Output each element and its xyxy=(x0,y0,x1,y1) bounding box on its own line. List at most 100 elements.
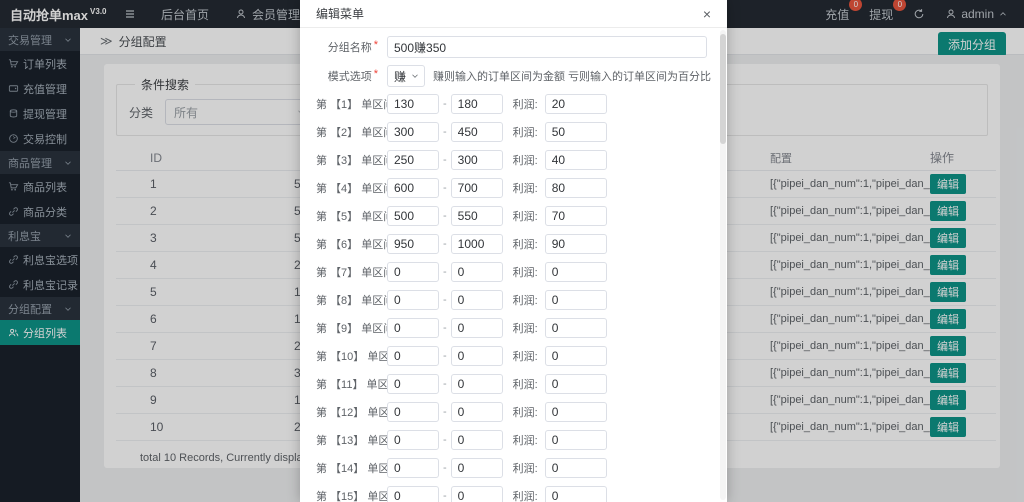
range-from-input[interactable] xyxy=(387,206,439,226)
sidebar-item-order-list[interactable]: 订单列表 xyxy=(0,51,80,76)
range-to-input[interactable] xyxy=(450,402,503,422)
range-from-input[interactable] xyxy=(387,374,439,394)
range-to-input[interactable] xyxy=(450,206,503,226)
range-from-input[interactable] xyxy=(387,122,439,142)
range-from-input[interactable] xyxy=(387,178,439,198)
admin-menu[interactable]: admin xyxy=(945,7,1008,21)
range-to-input[interactable] xyxy=(450,262,503,282)
edit-button[interactable]: 编辑 xyxy=(930,254,966,275)
profit-input[interactable] xyxy=(544,122,607,142)
sidebar-item-group-list[interactable]: 分组列表 xyxy=(0,320,80,345)
range-to-input[interactable] xyxy=(450,458,503,478)
range-from-input[interactable] xyxy=(387,94,439,114)
nav-item-dashboard[interactable]: 后台首页 xyxy=(148,0,222,28)
range-to-input[interactable] xyxy=(450,290,503,310)
sidebar-item-recharge-mgmt[interactable]: 充值管理 xyxy=(0,76,80,101)
profit-input[interactable] xyxy=(544,94,607,114)
nav-item-members[interactable]: 会员管理 xyxy=(222,0,313,28)
edit-button[interactable]: 编辑 xyxy=(930,362,966,383)
edit-button[interactable]: 编辑 xyxy=(930,173,966,194)
range-to-input[interactable] xyxy=(450,374,503,394)
range-from-input[interactable] xyxy=(387,262,439,282)
edit-button[interactable]: 编辑 xyxy=(930,416,966,437)
edit-button[interactable]: 编辑 xyxy=(930,389,966,410)
profit-input[interactable] xyxy=(544,206,607,226)
range-separator: - xyxy=(443,350,447,362)
profit-label: 利润: xyxy=(512,267,538,279)
sidebar-item-interest-records[interactable]: 利息宝记录 xyxy=(0,272,80,297)
app-version: V3.0 xyxy=(90,7,107,17)
range-separator: - xyxy=(443,378,447,390)
sidebar-item-product-category[interactable]: 商品分类 xyxy=(0,199,80,224)
interval-row-15: 第 【15】 单区间* - 利润: xyxy=(316,486,711,502)
range-from-input[interactable] xyxy=(387,150,439,170)
modal-scrollbar[interactable] xyxy=(720,30,726,500)
withdraw-link[interactable]: 提现 0 xyxy=(869,0,907,23)
topbar-right: 充值 0 提现 0 admin xyxy=(825,0,1024,23)
sidebar-item-label: 分组列表 xyxy=(23,327,67,340)
cell-config: [{"pipei_dan_num":1,"pipei_dan_run":"","… xyxy=(770,305,930,333)
sidebar-item-product-list[interactable]: 商品列表 xyxy=(0,174,80,199)
range-from-input[interactable] xyxy=(387,234,439,254)
range-to-input[interactable] xyxy=(450,486,503,502)
group-name-input[interactable] xyxy=(387,36,707,58)
profit-input[interactable] xyxy=(544,486,607,502)
profit-input[interactable] xyxy=(544,430,607,450)
sidebar-item-withdraw-mgmt[interactable]: 提现管理 xyxy=(0,101,80,126)
range-to-input[interactable] xyxy=(450,318,503,338)
range-from-input[interactable] xyxy=(387,458,439,478)
edit-button[interactable]: 编辑 xyxy=(930,281,966,302)
sidebar-item-interest-options[interactable]: 利息宝选项 xyxy=(0,247,80,272)
cell-id: 6 xyxy=(116,305,284,333)
range-from-input[interactable] xyxy=(387,318,439,338)
range-from-input[interactable] xyxy=(387,486,439,502)
profit-input[interactable] xyxy=(544,234,607,254)
range-from-input[interactable] xyxy=(387,290,439,310)
recharge-link[interactable]: 充值 0 xyxy=(825,0,863,23)
sidebar-item-label: 利息宝记录 xyxy=(23,279,78,292)
profit-input[interactable] xyxy=(544,262,607,282)
sidebar-section-interest[interactable]: 利息宝 xyxy=(0,224,80,247)
edit-button[interactable]: 编辑 xyxy=(930,200,966,221)
edit-button[interactable]: 编辑 xyxy=(930,308,966,329)
range-to-input[interactable] xyxy=(450,234,503,254)
profit-input[interactable] xyxy=(544,290,607,310)
profit-input[interactable] xyxy=(544,402,607,422)
mode-value: 赚 xyxy=(394,69,407,84)
close-icon[interactable]: × xyxy=(702,5,711,22)
category-select[interactable]: 所有 xyxy=(165,99,316,125)
cell-id: 5 xyxy=(116,278,284,306)
sidebar-section-group-config[interactable]: 分组配置 xyxy=(0,297,80,320)
edit-button[interactable]: 编辑 xyxy=(930,335,966,356)
sidebar-section-trade[interactable]: 交易管理 xyxy=(0,28,80,51)
range-from-input[interactable] xyxy=(387,430,439,450)
profit-input[interactable] xyxy=(544,178,607,198)
add-group-button[interactable]: 添加分组 xyxy=(937,32,1006,57)
required-mark: * xyxy=(373,39,378,51)
range-to-input[interactable] xyxy=(450,430,503,450)
profit-input[interactable] xyxy=(544,318,607,338)
range-from-input[interactable] xyxy=(387,402,439,422)
profit-input[interactable] xyxy=(544,458,607,478)
sidebar-section-products[interactable]: 商品管理 xyxy=(0,151,80,174)
range-from-input[interactable] xyxy=(387,346,439,366)
profit-label: 利润: xyxy=(512,211,538,223)
range-to-input[interactable] xyxy=(450,178,503,198)
range-to-input[interactable] xyxy=(450,122,503,142)
profit-input[interactable] xyxy=(544,150,607,170)
withdraw-badge: 0 xyxy=(893,0,907,11)
mode-select[interactable]: 赚 xyxy=(387,65,425,87)
range-to-input[interactable] xyxy=(450,94,503,114)
range-to-input[interactable] xyxy=(450,150,503,170)
profit-input[interactable] xyxy=(544,346,607,366)
scrollbar-thumb[interactable] xyxy=(720,34,726,144)
cell-config: [{"pipei_dan_num":1,"pipei_dan_run":"70"… xyxy=(770,278,930,306)
cell-id: 8 xyxy=(116,359,284,387)
sidebar-item-trade-control[interactable]: 交易控制 xyxy=(0,126,80,151)
profit-label: 利润: xyxy=(512,239,538,251)
sidebar-item-label: 充值管理 xyxy=(23,83,67,96)
range-to-input[interactable] xyxy=(450,346,503,366)
mode-label: 模式选项 * xyxy=(327,68,378,83)
profit-input[interactable] xyxy=(544,374,607,394)
edit-button[interactable]: 编辑 xyxy=(930,227,966,248)
